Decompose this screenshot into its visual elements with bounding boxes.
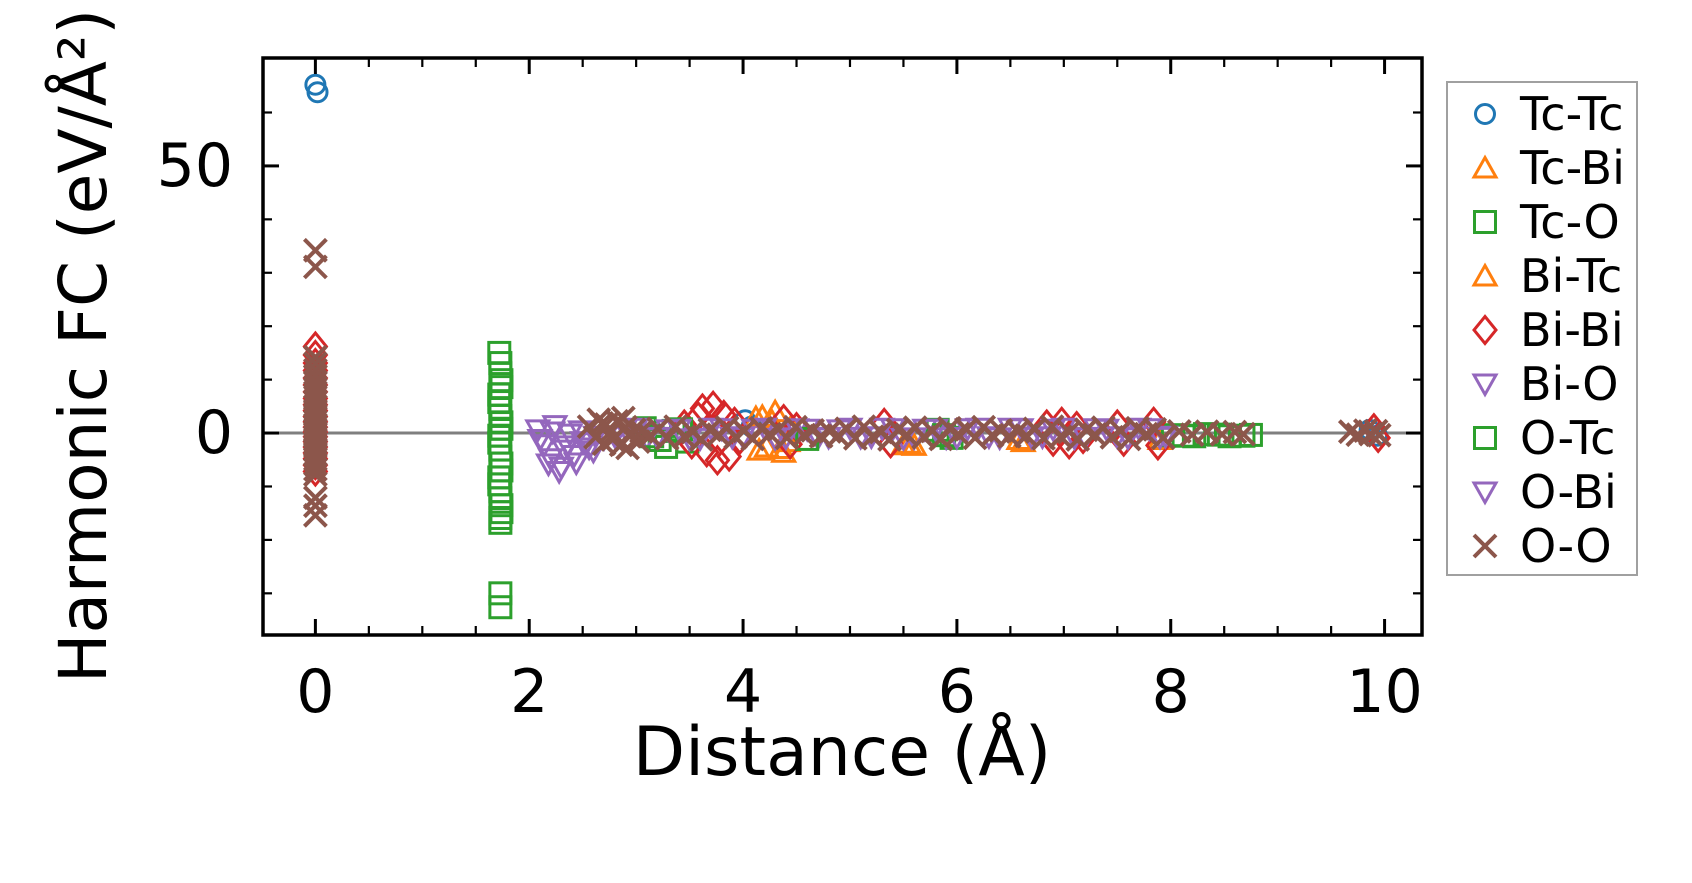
square-marker-icon <box>488 444 513 469</box>
square-marker-icon <box>1473 210 1497 234</box>
series-O-Tc <box>487 351 1263 620</box>
plot-spines <box>261 56 1424 637</box>
x-marker-icon <box>1472 533 1498 559</box>
legend-diamond-icon <box>1472 314 1498 346</box>
x-marker-icon <box>1222 419 1248 445</box>
square-marker-icon <box>487 423 512 448</box>
y-tick-label: 0 <box>195 398 233 468</box>
triangle-down-marker-icon <box>772 427 800 452</box>
diamond-marker-icon <box>1472 314 1498 346</box>
triangle-down-marker-icon <box>1114 427 1142 452</box>
square-marker-icon <box>488 403 513 428</box>
legend-label: Tc-Bi <box>1520 141 1625 195</box>
legend-label: Bi-Tc <box>1520 249 1623 303</box>
x-tick-label: 6 <box>938 657 976 727</box>
y-axis-label: Harmonic FC (eV/Å²) <box>45 9 122 683</box>
square-marker-icon <box>488 486 513 511</box>
legend-item-bi-bi: Bi-Bi <box>1462 303 1636 357</box>
square-marker-icon <box>488 437 513 462</box>
legend-item-bi-tc: Bi-Tc <box>1462 249 1636 303</box>
triangle-down-marker-icon <box>547 456 575 481</box>
triangle-up-marker-icon <box>1471 154 1499 179</box>
square-marker-icon <box>488 595 513 620</box>
square-marker-icon <box>487 465 512 490</box>
legend-x-icon <box>1472 533 1498 559</box>
legend-label: O-O <box>1520 519 1612 573</box>
square-marker-icon <box>488 397 513 422</box>
x-tick-label: 10 <box>1346 657 1422 727</box>
x-marker-icon <box>1366 422 1392 448</box>
triangle-down-marker-icon <box>1028 426 1057 451</box>
legend-label: O-Bi <box>1520 465 1617 519</box>
square-marker-icon <box>488 351 513 376</box>
legend-triangle-down-icon <box>1471 481 1499 506</box>
x-marker-icon <box>302 502 328 528</box>
legend-item-tc-tc: Tc-Tc <box>1462 87 1636 141</box>
x-marker-icon <box>302 456 328 482</box>
x-marker-icon <box>1231 421 1256 447</box>
x-axis-label: Distance (Å) <box>633 711 1052 792</box>
square-marker-icon <box>489 451 514 476</box>
triangle-down-marker-icon <box>1471 373 1499 398</box>
x-marker-icon <box>302 462 328 488</box>
legend-item-o-o: O-O <box>1462 519 1636 573</box>
square-marker-icon <box>487 382 512 407</box>
x-marker-icon <box>1150 425 1176 451</box>
legend-item-o-bi: O-Bi <box>1462 465 1636 519</box>
square-marker-icon <box>489 493 514 518</box>
x-marker-icon <box>302 493 328 519</box>
legend-triangle-down-icon <box>1471 373 1499 398</box>
legend-square-icon <box>1473 426 1497 450</box>
y-tick-label: 50 <box>157 131 233 201</box>
legend-label: Tc-O <box>1520 195 1620 249</box>
series-O-O <box>302 237 1392 528</box>
triangle-up-marker-icon <box>900 431 928 456</box>
x-tick-label: 0 <box>296 657 334 727</box>
square-marker-icon <box>488 581 513 606</box>
legend-triangle-up-icon <box>1471 154 1499 179</box>
series-Tc-O <box>487 340 1256 606</box>
legend-item-tc-bi: Tc-Bi <box>1462 141 1636 195</box>
legend-square-icon <box>1473 210 1497 234</box>
x-marker-icon <box>302 485 328 511</box>
legend: Tc-Tc Tc-Bi Tc-O Bi-Tc Bi-Bi Bi-O O-Tc O-Bi O-O <box>1446 81 1638 576</box>
data-series <box>302 73 1392 620</box>
square-marker-icon <box>489 368 514 393</box>
triangle-down-marker-icon <box>539 421 567 446</box>
x-marker-icon <box>302 254 328 280</box>
triangle-up-marker-icon <box>745 436 773 461</box>
legend-circle-icon <box>1474 103 1496 125</box>
square-marker-icon <box>488 505 513 530</box>
tick-labels: 0 2 4 6 8 10 0 50 <box>157 131 1423 727</box>
diamond-marker-icon <box>704 444 731 477</box>
circle-marker-icon <box>1474 103 1496 125</box>
x-marker-icon <box>302 451 328 477</box>
square-marker-icon <box>489 410 514 435</box>
x-tick-label: 2 <box>510 657 548 727</box>
series-Tc-Tc <box>304 73 1389 447</box>
legend-triangle-up-icon <box>1471 262 1499 287</box>
series-Bi-Bi <box>302 330 1392 488</box>
legend-label: Tc-Tc <box>1520 87 1624 141</box>
triangle-down-marker-icon <box>686 427 714 452</box>
legend-item-bi-o: Bi-O <box>1462 357 1636 411</box>
diamond-marker-icon <box>716 440 743 473</box>
legend-item-tc-o: Tc-O <box>1462 195 1636 249</box>
axes <box>261 56 1424 637</box>
square-marker-icon <box>488 479 513 504</box>
triangle-down-marker-icon <box>1471 481 1499 506</box>
x-tick-label: 8 <box>1152 657 1190 727</box>
triangle-down-marker-icon <box>526 428 554 454</box>
legend-label: O-Tc <box>1520 411 1616 465</box>
legend-item-o-tc: O-Tc <box>1462 411 1636 465</box>
legend-label: Bi-Bi <box>1520 303 1624 357</box>
x-tick-label: 4 <box>724 657 762 727</box>
triangle-up-marker-icon <box>1471 262 1499 287</box>
legend-label: Bi-O <box>1520 357 1619 411</box>
circle-marker-icon <box>306 81 329 104</box>
square-marker-icon <box>1473 426 1497 450</box>
triangle-down-marker-icon <box>560 444 588 470</box>
